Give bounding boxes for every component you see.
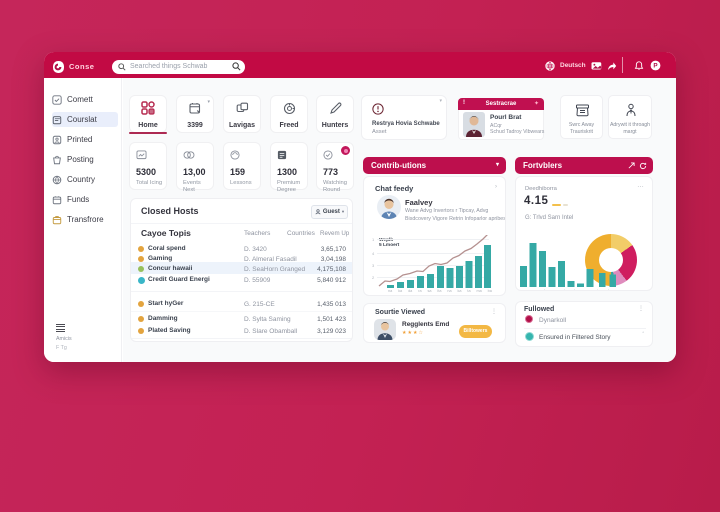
svg-text:P: P bbox=[653, 63, 657, 70]
